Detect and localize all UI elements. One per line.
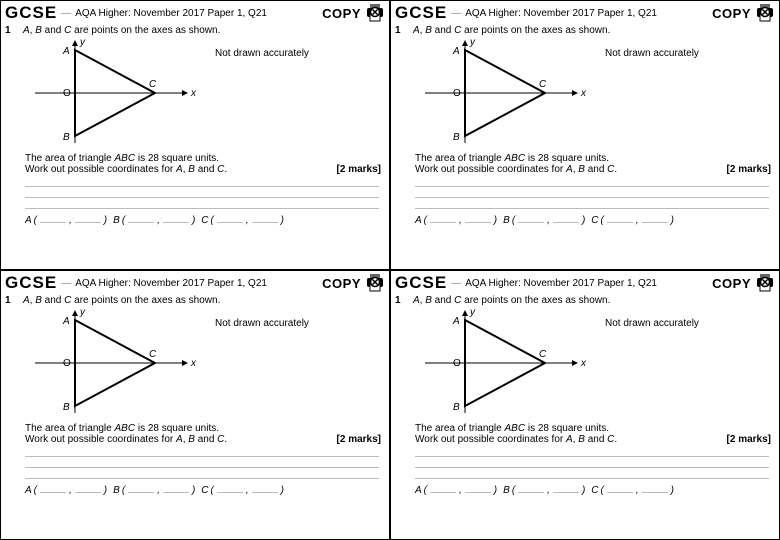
no-print-icon[interactable] (365, 273, 385, 293)
svg-text:B: B (453, 402, 460, 413)
answer-lines (1, 175, 389, 209)
question-card: GCSE — AQA Higher: November 2017 Paper 1… (390, 0, 780, 270)
area-statement: The area of triangle ABC is 28 square un… (25, 423, 337, 445)
copy-label: COPY (712, 276, 751, 291)
answer-row: A (,) B (,) C (,) (391, 480, 779, 500)
card-header: GCSE — AQA Higher: November 2017 Paper 1… (1, 1, 389, 23)
svg-text:y: y (79, 38, 86, 48)
answer-lines (1, 445, 389, 479)
answer-group: C (,) (591, 214, 674, 226)
svg-text:O: O (63, 358, 71, 369)
svg-text:A: A (452, 46, 460, 57)
copy-label: COPY (322, 6, 361, 21)
card-header: GCSE — AQA Higher: November 2017 Paper 1… (391, 1, 779, 23)
not-drawn-label: Not drawn accurately (215, 38, 309, 151)
question-card: GCSE — AQA Higher: November 2017 Paper 1… (390, 270, 780, 540)
question-text: A, B and C are points on the axes as sho… (23, 25, 220, 36)
svg-text:A: A (452, 316, 460, 327)
svg-text:y: y (469, 308, 476, 318)
svg-text:x: x (580, 88, 587, 99)
paper-title: AQA Higher: November 2017 Paper 1, Q21 (75, 8, 318, 19)
question-row: 1 A, B and C are points on the axes as s… (391, 23, 779, 36)
svg-text:O: O (63, 88, 71, 99)
svg-text:y: y (469, 38, 476, 48)
no-print-icon[interactable] (755, 273, 775, 293)
gcse-badge: GCSE (5, 273, 57, 293)
marks-label: [2 marks] (727, 164, 771, 175)
question-text: A, B and C are points on the axes as sho… (413, 295, 610, 306)
marks-label: [2 marks] (337, 164, 381, 175)
svg-text:x: x (580, 358, 587, 369)
svg-text:B: B (453, 132, 460, 143)
gcse-badge: GCSE (5, 3, 57, 23)
answer-group: B (,) (113, 484, 195, 496)
svg-text:O: O (453, 358, 461, 369)
triangle-diagram: A B C y x O (415, 38, 595, 148)
triangle-diagram: A B C y x O (25, 308, 205, 418)
question-number: 1 (5, 25, 17, 36)
triangle-diagram: A B C y x O (415, 308, 595, 418)
answer-row: A (,) B (,) C (,) (391, 210, 779, 230)
svg-text:A: A (62, 46, 70, 57)
marks-label: [2 marks] (727, 434, 771, 445)
not-drawn-label: Not drawn accurately (215, 308, 309, 421)
svg-text:C: C (539, 349, 547, 360)
svg-text:x: x (190, 358, 197, 369)
triangle-diagram: A B C y x O (25, 38, 205, 148)
svg-text:C: C (539, 79, 547, 90)
question-text: A, B and C are points on the axes as sho… (23, 295, 220, 306)
answer-group: C (,) (201, 484, 284, 496)
answer-group: A (,) (25, 214, 107, 226)
paper-title: AQA Higher: November 2017 Paper 1, Q21 (75, 278, 318, 289)
answer-row: A (,) B (,) C (,) (1, 210, 389, 230)
svg-text:C: C (149, 349, 157, 360)
question-row: 1 A, B and C are points on the axes as s… (391, 293, 779, 306)
svg-text:C: C (149, 79, 157, 90)
gcse-badge: GCSE (395, 273, 447, 293)
card-header: GCSE — AQA Higher: November 2017 Paper 1… (1, 271, 389, 293)
answer-lines (391, 445, 779, 479)
answer-group: A (,) (415, 214, 497, 226)
paper-title: AQA Higher: November 2017 Paper 1, Q21 (465, 8, 708, 19)
answer-group: A (,) (25, 484, 107, 496)
card-header: GCSE — AQA Higher: November 2017 Paper 1… (391, 271, 779, 293)
answer-group: B (,) (503, 214, 585, 226)
question-row: 1 A, B and C are points on the axes as s… (1, 23, 389, 36)
area-statement: The area of triangle ABC is 28 square un… (415, 153, 727, 175)
gcse-badge: GCSE (395, 3, 447, 23)
area-statement: The area of triangle ABC is 28 square un… (25, 153, 337, 175)
not-drawn-label: Not drawn accurately (605, 38, 699, 151)
svg-text:O: O (453, 88, 461, 99)
no-print-icon[interactable] (755, 3, 775, 23)
answer-group: B (,) (113, 214, 195, 226)
copy-label: COPY (712, 6, 751, 21)
answer-group: C (,) (591, 484, 674, 496)
not-drawn-label: Not drawn accurately (605, 308, 699, 421)
svg-text:B: B (63, 132, 70, 143)
svg-text:B: B (63, 402, 70, 413)
svg-text:y: y (79, 308, 86, 318)
answer-row: A (,) B (,) C (,) (1, 480, 389, 500)
answer-group: C (,) (201, 214, 284, 226)
question-card: GCSE — AQA Higher: November 2017 Paper 1… (0, 0, 390, 270)
question-row: 1 A, B and C are points on the axes as s… (1, 293, 389, 306)
answer-group: B (,) (503, 484, 585, 496)
answer-lines (391, 175, 779, 209)
area-statement: The area of triangle ABC is 28 square un… (415, 423, 727, 445)
no-print-icon[interactable] (365, 3, 385, 23)
svg-text:A: A (62, 316, 70, 327)
svg-text:x: x (190, 88, 197, 99)
question-number: 1 (395, 25, 407, 36)
question-text: A, B and C are points on the axes as sho… (413, 25, 610, 36)
paper-title: AQA Higher: November 2017 Paper 1, Q21 (465, 278, 708, 289)
question-number: 1 (5, 295, 17, 306)
copy-label: COPY (322, 276, 361, 291)
question-card: GCSE — AQA Higher: November 2017 Paper 1… (0, 270, 390, 540)
marks-label: [2 marks] (337, 434, 381, 445)
answer-group: A (,) (415, 484, 497, 496)
question-number: 1 (395, 295, 407, 306)
